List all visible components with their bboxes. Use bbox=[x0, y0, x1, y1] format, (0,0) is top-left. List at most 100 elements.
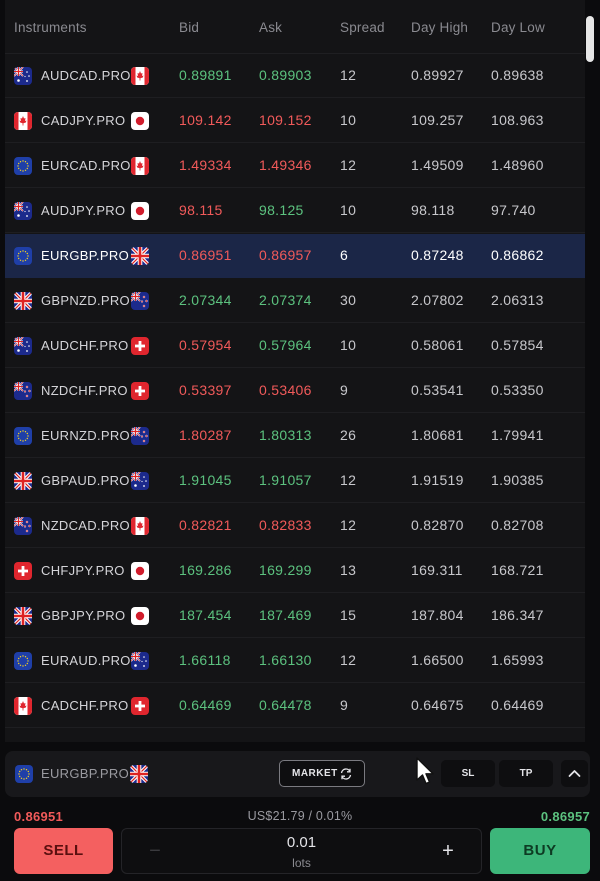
increase-lots-button[interactable]: + bbox=[442, 840, 454, 862]
bid-price: 0.64469 bbox=[179, 697, 232, 713]
header-day-low[interactable]: Day Low bbox=[491, 20, 545, 35]
bid-price: 98.115 bbox=[179, 202, 223, 218]
ask-price: 1.80313 bbox=[259, 427, 312, 443]
table-row[interactable]: EURCAD.PRO 1.49334 1.49346 12 1.49509 1.48960 bbox=[5, 144, 585, 188]
spread-value: 12 bbox=[340, 157, 357, 173]
flag-au-icon bbox=[14, 202, 32, 220]
table-row[interactable]: AUDJPY.PRO 98.115 98.125 10 98.118 97.740 bbox=[5, 189, 585, 233]
flag-ca-icon bbox=[131, 517, 149, 535]
ask-price: 0.82833 bbox=[259, 517, 312, 533]
bid-price: 0.82821 bbox=[179, 517, 232, 533]
day-high-value: 1.66500 bbox=[411, 652, 464, 668]
instrument-symbol: EURAUD.PRO bbox=[41, 653, 131, 668]
header-instruments[interactable]: Instruments bbox=[14, 20, 87, 35]
flag-ca-icon bbox=[14, 112, 32, 130]
spread-value: 30 bbox=[340, 292, 357, 308]
day-low-value: 2.06313 bbox=[491, 292, 544, 308]
pip-value-info: US$21.79 / 0.01% bbox=[247, 809, 353, 823]
flag-ca-icon bbox=[131, 157, 149, 175]
instrument-symbol: CHFJPY.PRO bbox=[41, 563, 125, 578]
chevron-up-icon bbox=[568, 770, 581, 777]
table-scrollbar[interactable] bbox=[586, 8, 594, 742]
table-header: Instruments Bid Ask Spread Day High Day … bbox=[5, 0, 585, 54]
bid-price: 1.80287 bbox=[179, 427, 232, 443]
instrument-symbol: EURGBP.PRO bbox=[41, 248, 130, 263]
flag-eu-icon bbox=[14, 427, 32, 445]
order-type-button[interactable]: MARKET bbox=[279, 760, 365, 787]
stop-loss-button[interactable]: SL bbox=[441, 760, 495, 787]
day-high-value: 1.49509 bbox=[411, 157, 464, 173]
lots-input[interactable]: 0.01 bbox=[286, 834, 317, 851]
spread-value: 9 bbox=[340, 697, 349, 713]
buy-button[interactable]: BUY bbox=[490, 828, 590, 874]
flag-gb-icon bbox=[14, 292, 32, 310]
day-high-value: 2.07802 bbox=[411, 292, 464, 308]
trade-symbol: EURGBP.PRO bbox=[41, 766, 130, 781]
flag-jp-icon bbox=[131, 562, 149, 580]
table-row[interactable]: GBPJPY.PRO 187.454 187.469 15 187.804 186.347 bbox=[5, 594, 585, 638]
ask-price: 2.07374 bbox=[259, 292, 312, 308]
take-profit-button[interactable]: TP bbox=[499, 760, 553, 787]
flag-eu-icon bbox=[14, 247, 32, 265]
decrease-lots-button[interactable]: − bbox=[149, 840, 161, 862]
ask-price: 98.125 bbox=[259, 202, 304, 218]
table-row[interactable]: AUDCHF.PRO 0.57954 0.57964 10 0.58061 0.57854 bbox=[5, 324, 585, 368]
flag-au-icon bbox=[131, 472, 149, 490]
day-low-value: 0.53350 bbox=[491, 382, 544, 398]
table-row[interactable]: EURGBP.PRO 0.86951 0.86957 6 0.87248 0.86862 bbox=[5, 234, 585, 278]
flag-jp-icon bbox=[131, 112, 149, 130]
header-ask[interactable]: Ask bbox=[259, 20, 283, 35]
instrument-symbol: AUDCAD.PRO bbox=[41, 68, 131, 83]
bid-price: 187.454 bbox=[179, 607, 232, 623]
flag-au-icon bbox=[14, 337, 32, 355]
bid-price: 1.49334 bbox=[179, 157, 232, 173]
sell-price: 0.86951 bbox=[14, 809, 64, 824]
flag-ca-icon bbox=[14, 697, 32, 715]
flag-nz-icon bbox=[14, 382, 32, 400]
table-row[interactable]: GBPNZD.PRO 2.07344 2.07374 30 2.07802 2.06313 bbox=[5, 279, 585, 323]
table-row[interactable]: EURNZD.PRO 1.80287 1.80313 26 1.80681 1.79941 bbox=[5, 414, 585, 458]
day-high-value: 1.80681 bbox=[411, 427, 464, 443]
flag-au-icon bbox=[131, 652, 149, 670]
flag-eu-icon bbox=[15, 765, 33, 783]
instrument-symbol: GBPAUD.PRO bbox=[41, 473, 130, 488]
spread-value: 10 bbox=[340, 337, 357, 353]
flag-jp-icon bbox=[131, 202, 149, 220]
scrollbar-thumb[interactable] bbox=[586, 16, 594, 62]
day-high-value: 98.118 bbox=[411, 202, 455, 218]
ask-price: 0.86957 bbox=[259, 247, 312, 263]
table-row[interactable]: CADJPY.PRO 109.142 109.152 10 109.257 108.963 bbox=[5, 99, 585, 143]
day-low-value: 0.89638 bbox=[491, 67, 544, 83]
table-row[interactable]: NZDCAD.PRO 0.82821 0.82833 12 0.82870 0.82708 bbox=[5, 504, 585, 548]
table-row[interactable]: CHFJPY.PRO 169.286 169.299 13 169.311 168.721 bbox=[5, 549, 585, 593]
ask-price: 1.66130 bbox=[259, 652, 312, 668]
flag-gb-icon bbox=[14, 472, 32, 490]
trade-panel: EURGBP.PRO MARKET SL TP 0.86951 US$21.79… bbox=[0, 742, 600, 881]
table-row[interactable]: CADCHF.PRO 0.64469 0.64478 9 0.64675 0.64469 bbox=[5, 684, 585, 728]
flag-ch-icon bbox=[131, 697, 149, 715]
sell-button[interactable]: SELL bbox=[14, 828, 113, 874]
table-row[interactable]: NZDCHF.PRO 0.53397 0.53406 9 0.53541 0.53350 bbox=[5, 369, 585, 413]
instrument-symbol: NZDCAD.PRO bbox=[41, 518, 130, 533]
day-low-value: 1.65993 bbox=[491, 652, 544, 668]
spread-value: 9 bbox=[340, 382, 349, 398]
bid-price: 0.57954 bbox=[179, 337, 232, 353]
instrument-symbol: NZDCHF.PRO bbox=[41, 383, 128, 398]
table-row[interactable]: AUDCAD.PRO 0.89891 0.89903 12 0.89927 0.89638 bbox=[5, 54, 585, 98]
table-row[interactable]: EURAUD.PRO 1.66118 1.66130 12 1.66500 1.65993 bbox=[5, 639, 585, 683]
bid-price: 0.89891 bbox=[179, 67, 232, 83]
header-bid[interactable]: Bid bbox=[179, 20, 200, 35]
instrument-symbol: AUDJPY.PRO bbox=[41, 203, 126, 218]
collapse-button[interactable] bbox=[561, 760, 588, 787]
header-day-high[interactable]: Day High bbox=[411, 20, 469, 35]
instrument-symbol: EURCAD.PRO bbox=[41, 158, 131, 173]
day-low-value: 0.57854 bbox=[491, 337, 544, 353]
header-spread[interactable]: Spread bbox=[340, 20, 385, 35]
flag-ca-icon bbox=[131, 67, 149, 85]
ask-price: 0.89903 bbox=[259, 67, 312, 83]
day-high-value: 1.91519 bbox=[411, 472, 464, 488]
day-low-value: 1.90385 bbox=[491, 472, 544, 488]
flag-eu-icon bbox=[14, 652, 32, 670]
table-row[interactable]: GBPAUD.PRO 1.91045 1.91057 12 1.91519 1.90385 bbox=[5, 459, 585, 503]
day-high-value: 169.311 bbox=[411, 562, 463, 578]
